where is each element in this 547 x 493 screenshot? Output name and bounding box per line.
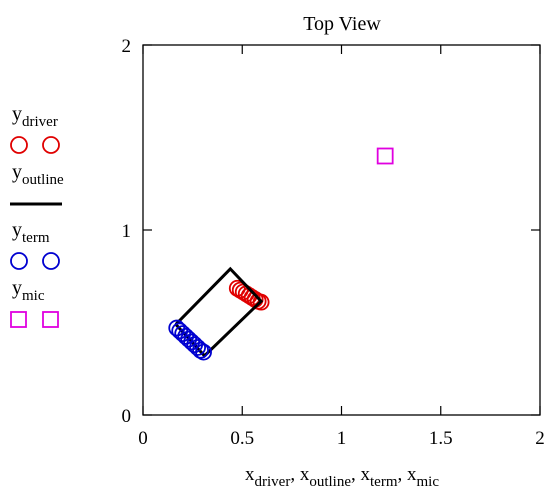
legend-label: ymic — [12, 277, 45, 304]
legend-label: youtline — [12, 161, 64, 188]
series-term-point — [192, 341, 209, 359]
axis-ticks: 0 0.5 1 1.5 2 0 1 2 — [122, 36, 545, 449]
series-mic-point — [376, 147, 394, 165]
series-term-point — [189, 339, 206, 356]
series-driver-point — [252, 293, 270, 311]
chart-title: Top View — [303, 13, 381, 35]
x-tick-label: 1 — [337, 428, 347, 449]
x-axis-label: xdriver, xoutline, xterm, xmic — [245, 464, 439, 490]
legend-swatch — [10, 311, 27, 328]
y-tick-label: 0 — [122, 406, 132, 427]
legend-swatch — [10, 136, 28, 154]
legend-label: ydriver — [12, 103, 58, 130]
x-tick-label: 2 — [535, 428, 545, 449]
legend-swatch — [10, 252, 28, 270]
legend-swatch — [42, 136, 60, 154]
y-tick-label: 2 — [122, 36, 132, 57]
series-term-point — [168, 319, 186, 337]
series-term-point — [171, 322, 189, 340]
series-term-point — [174, 325, 192, 343]
legend: ydriver youtline yterm ymic — [10, 103, 64, 328]
x-tick-label: 0.5 — [230, 428, 254, 449]
legend-swatch — [42, 311, 59, 328]
legend-swatch — [42, 252, 60, 270]
x-tick-label: 0 — [138, 428, 148, 449]
y-tick-label: 1 — [122, 221, 132, 242]
legend-label: yterm — [12, 219, 50, 246]
series-term-point — [195, 343, 212, 361]
series-term-point — [183, 333, 201, 351]
series-term-point — [180, 330, 198, 348]
plot-marks — [168, 147, 394, 361]
x-tick-label: 1.5 — [429, 428, 453, 449]
series-term-point — [177, 327, 195, 345]
